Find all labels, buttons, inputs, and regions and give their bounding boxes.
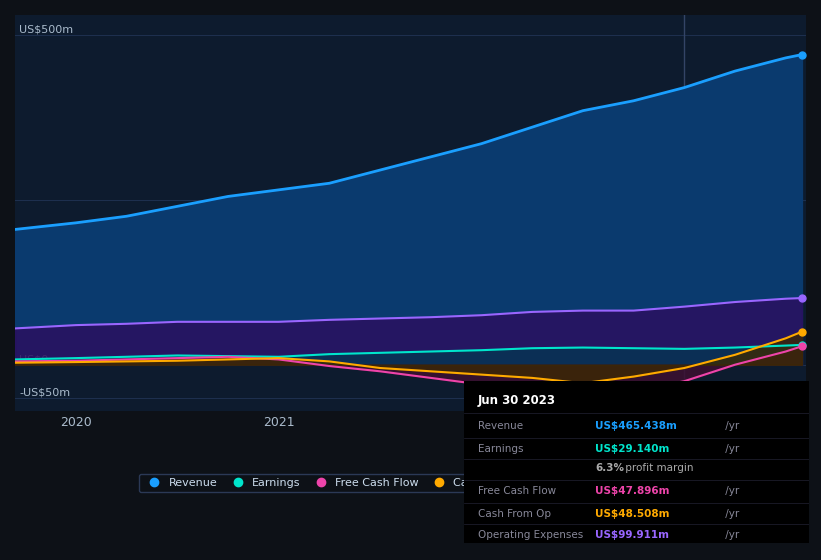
Legend: Revenue, Earnings, Free Cash Flow, Cash From Op, Operating Expenses: Revenue, Earnings, Free Cash Flow, Cash … xyxy=(139,474,682,492)
Text: Revenue: Revenue xyxy=(478,421,523,431)
Text: -US$50m: -US$50m xyxy=(19,388,70,398)
Text: /yr: /yr xyxy=(722,486,740,496)
Text: Earnings: Earnings xyxy=(478,444,523,454)
Text: Operating Expenses: Operating Expenses xyxy=(478,530,583,540)
Text: /yr: /yr xyxy=(722,444,740,454)
Text: /yr: /yr xyxy=(722,530,740,540)
Text: Free Cash Flow: Free Cash Flow xyxy=(478,486,556,496)
Text: US$0: US$0 xyxy=(19,354,48,365)
Text: Jun 30 2023: Jun 30 2023 xyxy=(478,394,556,407)
Text: Cash From Op: Cash From Op xyxy=(478,509,551,519)
Text: US$99.911m: US$99.911m xyxy=(595,530,669,540)
Text: /yr: /yr xyxy=(722,509,740,519)
Text: US$465.438m: US$465.438m xyxy=(595,421,677,431)
Text: US$47.896m: US$47.896m xyxy=(595,486,669,496)
Text: 6.3%: 6.3% xyxy=(595,464,624,474)
Text: US$48.508m: US$48.508m xyxy=(595,509,669,519)
Text: US$500m: US$500m xyxy=(19,25,73,35)
Text: US$29.140m: US$29.140m xyxy=(595,444,669,454)
Text: profit margin: profit margin xyxy=(622,464,694,474)
Text: /yr: /yr xyxy=(722,421,740,431)
